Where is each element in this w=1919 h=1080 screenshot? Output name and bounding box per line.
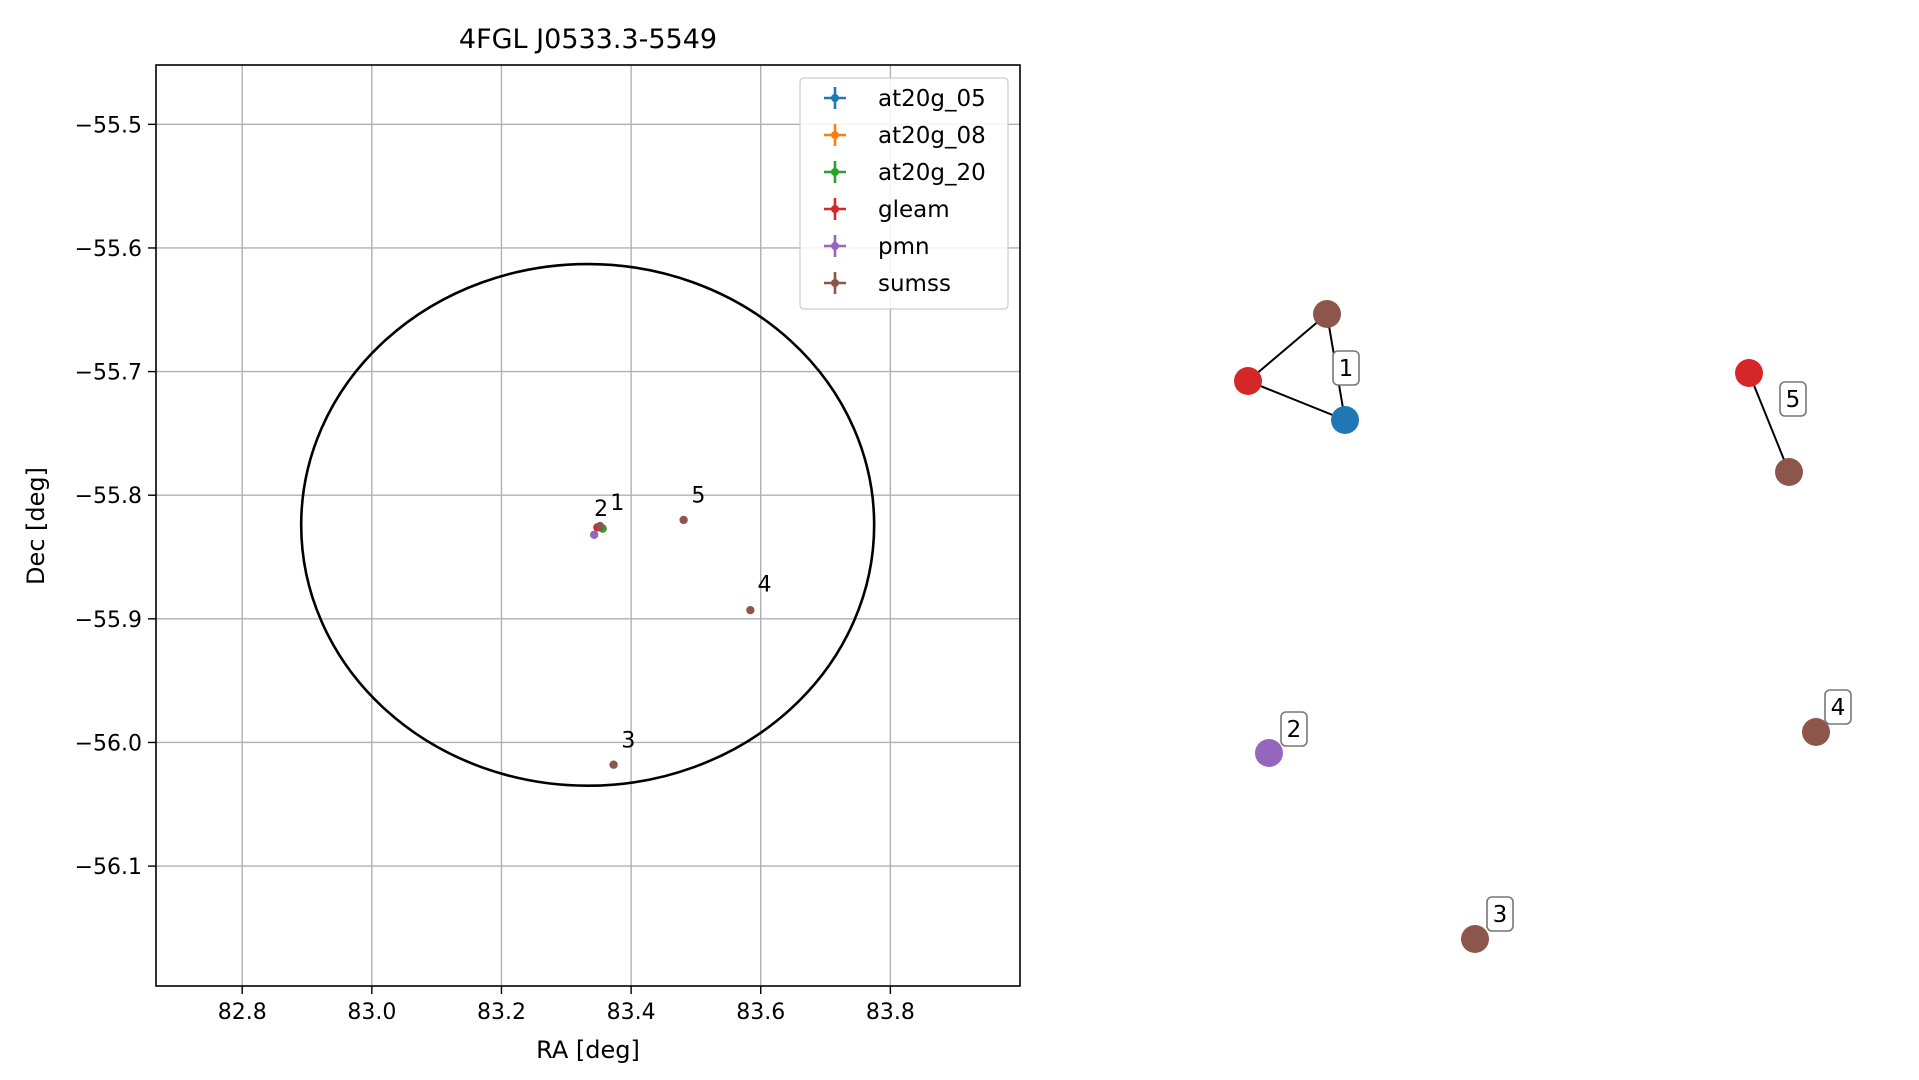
network-label: 4 [1824,689,1852,725]
legend-marker-dot [831,131,839,139]
network-node-pmn [1255,739,1283,767]
x-tick-label: 83.0 [347,1000,396,1025]
error-ellipse [299,262,876,788]
point-annotations: 12 3 4 5 [594,484,771,754]
ellipse-outline [299,262,876,788]
network-edge [1748,372,1790,473]
network-node-at20g_05 [1331,406,1359,434]
legend-entry-at20g_05: at20g_05 [824,86,986,112]
network-node-sumss [1461,925,1489,953]
y-axis-label: Dec [deg] [22,467,50,585]
point-annotation: 5 [691,484,705,509]
legend-label: at20g_08 [878,123,986,149]
legend-entry-at20g_08: at20g_08 [824,123,986,149]
legend-label: at20g_05 [878,86,986,112]
legend-marker-dot [831,242,839,250]
x-axis-label: RA [deg] [536,1036,640,1064]
network-label-box [1332,350,1360,386]
legend-label: at20g_20 [878,160,986,186]
y-tick-label: −55.7 [75,361,142,386]
legend-marker-dot [831,279,839,287]
legend-entry-at20g_20: at20g_20 [824,160,986,186]
legend-label: gleam [878,197,950,223]
network-node-sumss [1802,718,1830,746]
y-tick-label: −56.1 [75,855,142,880]
network-label-box [1280,711,1308,747]
point-annotation: 2 [594,497,608,522]
y-tick-label: −55.9 [75,608,142,633]
network-edge [1247,380,1346,421]
legend-entry-pmn: pmn [824,234,930,260]
network-label-box [1486,896,1514,932]
network-label: 5 [1779,381,1807,417]
x-tick-label: 83.4 [607,1000,656,1025]
legend-entry-sumss: sumss [824,271,951,297]
network-edge [1247,313,1328,382]
source-points [589,515,755,769]
network-node-gleam [1234,367,1262,395]
y-ticks: −55.5 −55.6 −55.7 −55.8 −55.9 −56.0 −56.1 [75,113,156,880]
point-sumss [609,760,618,769]
legend-marker-dot [831,205,839,213]
point-annotation: 1 [610,491,624,516]
network-label-box [1824,689,1852,725]
network-labels: 1 2 3 4 5 [1280,350,1852,932]
legend-marker-dot [831,168,839,176]
x-tick-label: 83.6 [736,1000,785,1025]
x-tick-label: 82.8 [218,1000,267,1025]
network-node-sumss [1313,300,1341,328]
y-tick-label: −55.5 [75,113,142,138]
network-label-text: 5 [1786,387,1801,413]
x-ticks: 82.8 83.0 83.2 83.4 83.6 83.8 [218,986,915,1025]
network-label: 3 [1486,896,1514,932]
network-label-text: 2 [1287,717,1302,743]
axes-frame [155,64,1021,987]
x-tick-label: 83.8 [866,1000,915,1025]
network-label: 2 [1280,711,1308,747]
network-nodes [1234,300,1830,953]
y-tick-label: −56.0 [75,731,142,756]
network-label-box [1779,381,1807,417]
point-annotation: 4 [757,573,771,598]
network-label-text: 1 [1339,356,1354,382]
scatter-panel: 4FGL J0533.3-5549 12 3 4 5 82.8 83.0 83.2 83.4… [22,24,1021,1064]
legend-marker-dot [831,94,839,102]
legend-box [799,77,1009,310]
legend-label: sumss [878,271,951,297]
network-label-text: 4 [1831,695,1846,721]
point-annotation: 3 [621,728,635,753]
point-sumss [746,605,755,615]
point-pmn [589,530,599,539]
point-sumss [595,521,605,531]
network-label-text: 3 [1493,902,1508,928]
point-sumss [679,515,688,525]
network-label: 1 [1332,350,1360,386]
network-panel: 1 2 3 4 5 [1234,300,1852,953]
network-edges [1247,313,1790,473]
network-node-sumss [1775,458,1803,486]
y-tick-label: −55.6 [75,237,142,262]
chart-title: 4FGL J0533.3-5549 [459,24,717,55]
y-tick-label: −55.8 [75,484,142,509]
legend-label: pmn [878,234,930,260]
legend-entry-gleam: gleam [824,197,950,223]
network-node-gleam [1735,359,1763,387]
x-tick-label: 83.2 [477,1000,526,1025]
